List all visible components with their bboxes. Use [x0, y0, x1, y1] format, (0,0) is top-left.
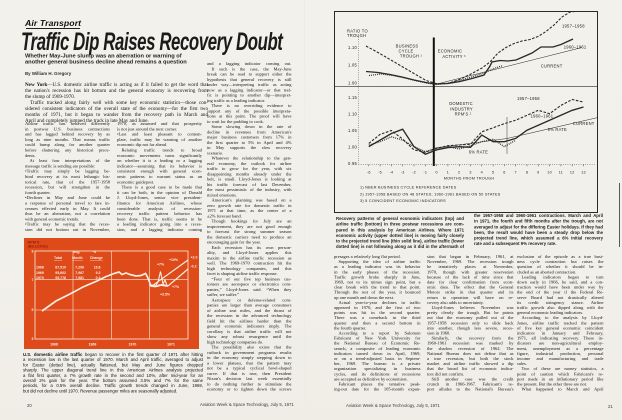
- svg-text:2) 1957-1958 BASED ON 48 STATE: 2) 1957-1958 BASED ON 48 STATES; 1960-19…: [360, 192, 501, 196]
- svg-text:8: 8: [526, 171, 528, 175]
- svg-text:1.05: 1.05: [348, 128, 357, 133]
- svg-text:0: 0: [435, 171, 437, 175]
- svg-text:4: 4: [481, 171, 483, 175]
- svg-text:5: 5: [492, 171, 494, 175]
- svg-text:3) 5 COINCIDENT ECONOMIC INDIC: 3) 5 COINCIDENT ECONOMIC INDICATORS: [360, 199, 446, 203]
- svg-text:+3.5%: +3.5%: [160, 293, 171, 297]
- svg-text:-1: -1: [423, 171, 427, 175]
- svg-text:87,510: 87,510: [55, 265, 66, 269]
- svg-text:9% RATE: 9% RATE: [548, 127, 567, 132]
- svg-text:RATIO TO: RATIO TO: [347, 29, 368, 34]
- svg-text:1970: 1970: [129, 343, 137, 347]
- svg-text:Month: Month: [72, 256, 83, 260]
- svg-text:9: 9: [537, 171, 539, 175]
- svg-text:1957–1958: 1957–1958: [562, 24, 585, 29]
- svg-text:1.05: 1.05: [348, 63, 357, 68]
- svg-text:ECONOMIC: ECONOMIC: [438, 49, 463, 54]
- svg-text:-0.2: -0.2: [191, 265, 197, 269]
- svg-text:CYCLE: CYCLE: [399, 49, 414, 54]
- svg-text:(BILLIONS): (BILLIONS): [28, 245, 49, 249]
- svg-text:RPM'S ²: RPM'S ²: [455, 112, 472, 117]
- svg-text:+7%: +7%: [157, 263, 165, 267]
- svg-text:1960–1961: 1960–1961: [531, 114, 554, 119]
- svg-text:%: %: [93, 250, 97, 254]
- svg-text:1970: 1970: [36, 276, 44, 280]
- svg-text:7,296: 7,296: [75, 265, 84, 269]
- svg-text:1.10: 1.10: [348, 45, 357, 50]
- svg-text:+10%: +10%: [169, 258, 179, 262]
- svg-text:7: 7: [515, 171, 517, 175]
- svg-text:7: 7: [32, 278, 34, 282]
- svg-text:BUSINESS: BUSINESS: [396, 44, 419, 49]
- svg-text:1968: 1968: [50, 343, 58, 347]
- svg-text:1: 1: [447, 171, 449, 175]
- svg-text:1960–1961: 1960–1961: [564, 44, 587, 49]
- svg-text:9.2: 9.2: [96, 271, 101, 275]
- svg-text:5: 5: [32, 308, 34, 312]
- svg-text:6: 6: [503, 171, 505, 175]
- svg-text:Change: Change: [90, 256, 103, 260]
- svg-text:CURRENT: CURRENT: [573, 121, 595, 126]
- svg-text:+7%: +7%: [172, 285, 180, 289]
- svg-text:0.95: 0.95: [348, 161, 357, 166]
- svg-text:DOMESTIC: DOMESTIC: [449, 101, 473, 106]
- svg-text:Total: Total: [54, 256, 62, 260]
- svg-text:12: 12: [570, 171, 575, 175]
- svg-text:6% RATE: 6% RATE: [469, 150, 488, 155]
- svg-text:1969: 1969: [36, 271, 44, 275]
- svg-text:CURRENT: CURRENT: [541, 64, 563, 69]
- svg-text:+2.0: +2.0: [191, 256, 198, 260]
- svg-text:-6: -6: [367, 171, 371, 175]
- svg-text:1971: 1971: [167, 343, 175, 347]
- svg-text:16.8: 16.8: [94, 265, 101, 269]
- svg-text:95,602: 95,602: [55, 271, 66, 275]
- svg-text:10: 10: [547, 171, 552, 175]
- svg-text:3: 3: [469, 171, 471, 175]
- svg-text:13: 13: [581, 171, 586, 175]
- svg-text:1.10: 1.10: [348, 112, 357, 117]
- svg-text:1968: 1968: [36, 265, 44, 269]
- svg-text:1.00: 1.00: [348, 145, 357, 150]
- svg-text:1) NBER BUSINESS CYCLE REFEREN: 1) NBER BUSINESS CYCLE REFERENCE DATES: [360, 186, 457, 190]
- svg-text:7,981: 7,981: [75, 276, 84, 280]
- svg-text:9: 9: [32, 249, 34, 253]
- svg-text:1969: 1969: [89, 343, 97, 347]
- svg-text:Avg.: Avg.: [73, 250, 80, 254]
- svg-text:-5: -5: [378, 171, 382, 175]
- svg-text:RPM'S: RPM'S: [28, 241, 40, 245]
- svg-text:-4: -4: [390, 171, 394, 175]
- svg-text:-2: -2: [412, 171, 416, 175]
- svg-text:0.2: 0.2: [96, 276, 101, 280]
- svg-text:MONTHS FROM TROUGH: MONTHS FROM TROUGH: [444, 177, 495, 181]
- svg-text:7,967: 7,967: [75, 271, 84, 275]
- svg-text:1957–1958: 1957–1958: [517, 96, 540, 101]
- svg-text:ACTIVITY ³: ACTIVITY ³: [442, 54, 466, 59]
- svg-text:11: 11: [559, 171, 563, 175]
- svg-text:95,776: 95,776: [55, 276, 66, 280]
- svg-text:3: 3: [32, 337, 34, 341]
- svg-text:TROUGH: TROUGH: [347, 33, 366, 38]
- svg-text:2: 2: [458, 171, 460, 175]
- svg-text:1.15: 1.15: [348, 95, 357, 100]
- svg-text:1.00: 1.00: [348, 81, 357, 86]
- svg-text:TROUGH ¹: TROUGH ¹: [400, 54, 423, 59]
- svg-text:INDUSTRY: INDUSTRY: [450, 106, 473, 111]
- svg-text:-3: -3: [401, 171, 405, 175]
